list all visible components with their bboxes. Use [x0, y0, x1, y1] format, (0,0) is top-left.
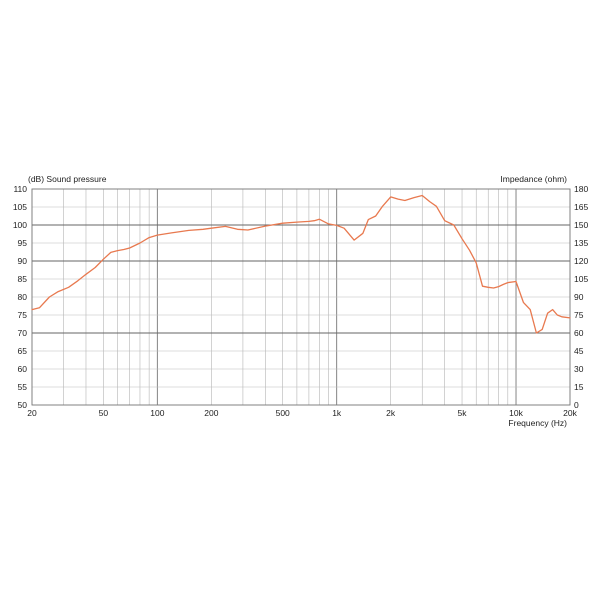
- y-left-tick-label: 60: [18, 364, 28, 374]
- y-left-tick-label: 105: [13, 202, 27, 212]
- y-right-tick-label: 90: [574, 292, 584, 302]
- series-line-spl: [31, 194, 571, 334]
- y-right-tick-label: 15: [574, 382, 584, 392]
- x-tick-label: 20: [27, 408, 37, 418]
- y-right-tick-label: 120: [574, 256, 588, 266]
- y-right-tick-label: 45: [574, 346, 584, 356]
- y-left-tick-label: 65: [18, 346, 28, 356]
- x-tick-label: 1k: [332, 408, 342, 418]
- plot-frame: [31, 188, 571, 406]
- y-right-tick-label: 75: [574, 310, 584, 320]
- y-left-tick-label: 80: [18, 292, 28, 302]
- x-tick-label: 10k: [509, 408, 523, 418]
- y-right-tick-label: 135: [574, 238, 588, 248]
- y-right-axis-label: Impedance (ohm): [500, 174, 567, 184]
- y-right-tick-label: 0: [574, 400, 579, 410]
- y-right-tick-label: 60: [574, 328, 584, 338]
- y-left-tick-label: 90: [18, 256, 28, 266]
- y-right-tick-label: 150: [574, 220, 588, 230]
- x-tick-label: 2k: [386, 408, 396, 418]
- x-tick-label: 100: [150, 408, 164, 418]
- y-left-tick-label: 110: [13, 184, 27, 194]
- y-right-tick-label: 180: [574, 184, 588, 194]
- x-tick-label: 20k: [563, 408, 577, 418]
- y-left-tick-label: 70: [18, 328, 28, 338]
- y-left-axis-label: (dB) Sound pressure: [28, 174, 107, 184]
- x-tick-label: 5k: [458, 408, 468, 418]
- y-right-tick-label: 30: [574, 364, 584, 374]
- x-tick-label: 200: [204, 408, 218, 418]
- y-left-tick-label: 55: [18, 382, 28, 392]
- y-right-tick-label: 165: [574, 202, 588, 212]
- y-left-tick-label: 100: [13, 220, 27, 230]
- x-tick-label: 500: [276, 408, 290, 418]
- x-axis-label: Frequency (Hz): [508, 418, 567, 428]
- x-tick-label: 50: [99, 408, 109, 418]
- y-right-tick-label: 105: [574, 274, 588, 284]
- y-left-tick-label: 50: [18, 400, 28, 410]
- y-left-tick-label: 75: [18, 310, 28, 320]
- y-left-tick-label: 95: [18, 238, 28, 248]
- y-left-tick-label: 85: [18, 274, 28, 284]
